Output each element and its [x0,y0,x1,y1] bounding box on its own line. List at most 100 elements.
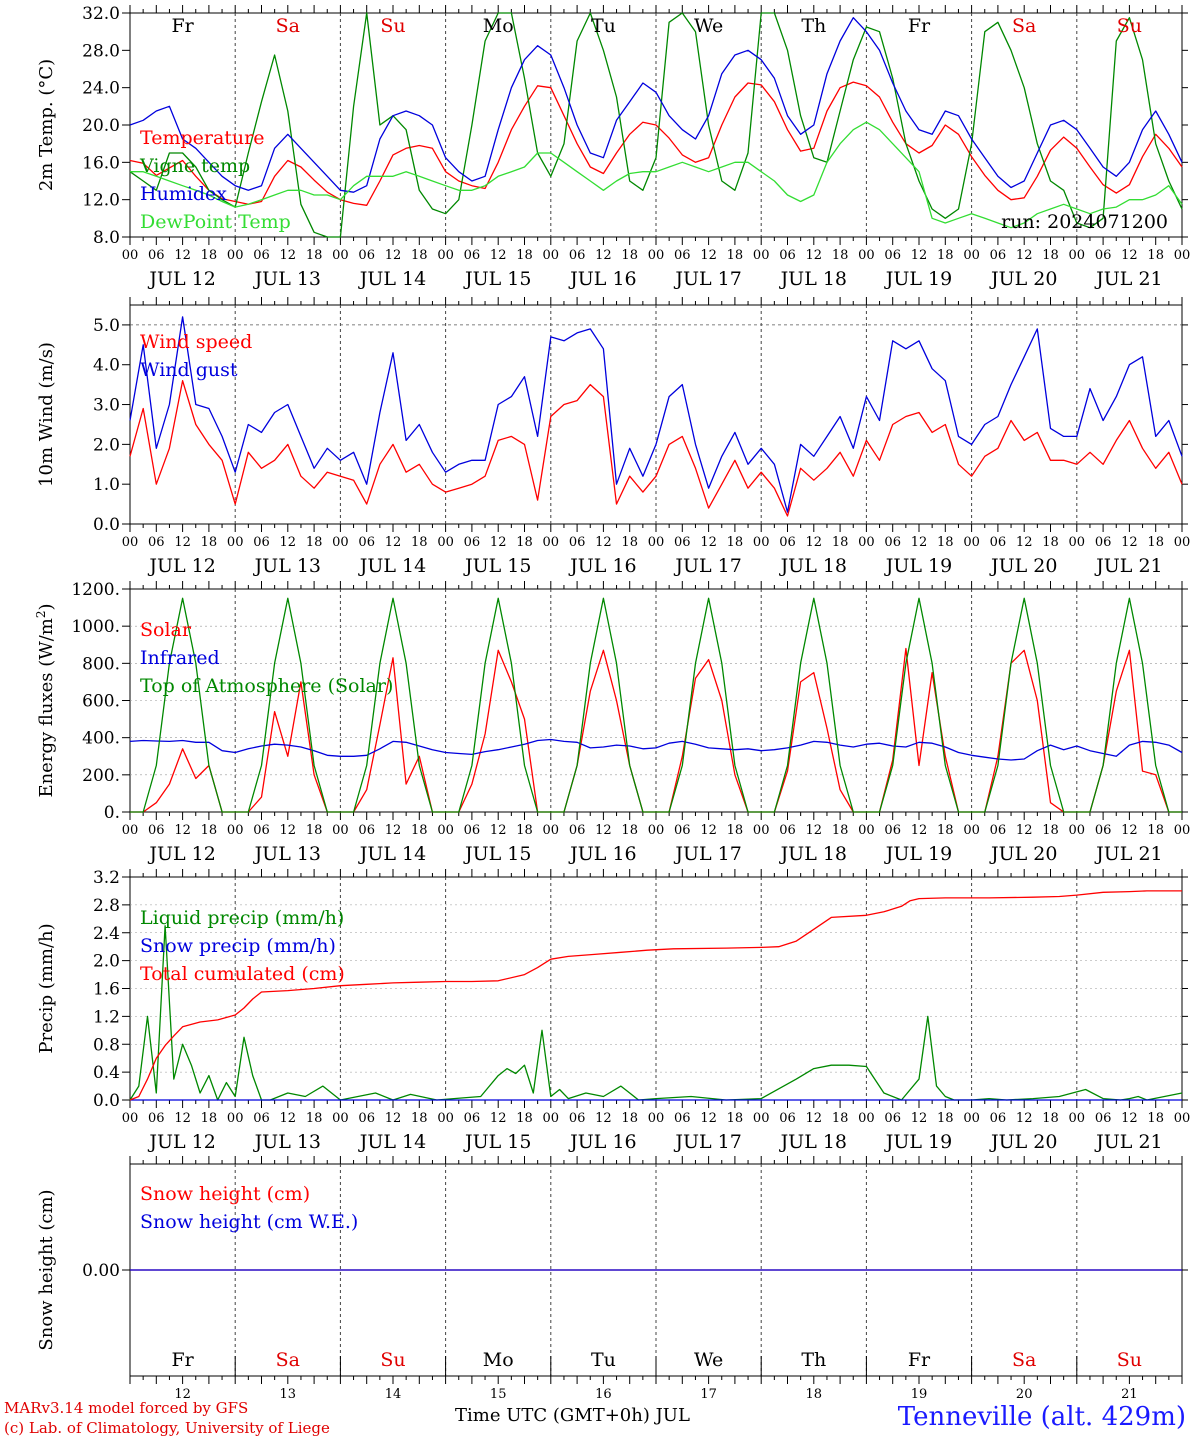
hour-tick-label: 18 [1147,1111,1164,1126]
y-tick-label: 2.4 [93,924,120,944]
hour-tick-label: 18 [832,823,849,838]
y-axis-label: 2m Temp. (°C) [36,59,57,191]
y-tick-label: 1.6 [93,980,120,1000]
date-label: JUL 14 [358,1131,426,1153]
hour-tick-label: 00 [227,248,244,263]
y-axis-label: Snow height (cm) [36,1189,57,1350]
hour-tick-label: 12 [385,248,402,263]
hour-tick-label: 18 [621,248,638,263]
legend-entry: Humidex [140,183,227,205]
hour-tick-label: 18 [727,248,744,263]
y-tick-label: 4.0 [93,356,120,376]
time-axis-title: Time UTC (GMT+0h) JUL [455,1405,690,1426]
hour-tick-label: 12 [385,1111,402,1126]
date-label: JUL 12 [147,268,215,290]
hour-tick-label: 00 [122,248,139,263]
hour-tick-label: 06 [464,1111,481,1126]
date-label: JUL 21 [1094,555,1162,577]
day-number-label: 21 [1121,1387,1138,1402]
day-number-label: 17 [700,1387,717,1402]
hour-tick-label: 12 [280,1111,297,1126]
legend-entry: Infrared [140,647,220,669]
hour-tick-label: 00 [963,248,980,263]
day-number-label: 13 [280,1387,297,1402]
hour-tick-label: 18 [411,535,428,550]
hour-tick-label: 12 [595,823,612,838]
hour-tick-label: 12 [280,823,297,838]
hour-tick-label: 00 [858,823,875,838]
hour-tick-label: 12 [595,1111,612,1126]
hour-tick-label: 12 [700,1111,717,1126]
date-label: JUL 15 [463,555,531,577]
hour-tick-label: 06 [1095,535,1112,550]
date-label: JUL 12 [147,843,215,865]
paren: ) [36,603,57,610]
date-label: JUL 19 [884,555,952,577]
hour-tick-label: 06 [358,823,375,838]
hour-tick-label: 12 [911,823,928,838]
hour-tick-label: 06 [990,1111,1007,1126]
hour-tick-label: 12 [174,823,191,838]
date-label: JUL 17 [673,1131,741,1153]
hour-tick-label: 06 [148,823,165,838]
hour-tick-label: 00 [332,823,349,838]
day-number-label: 16 [595,1387,612,1402]
panel-precip: 0.0 0.4 0.8 1.2 1.6 2.0 2.4 2.8 3.2 Precip (mm/h)… [36,868,1190,1153]
hour-tick-label: 00 [648,1111,665,1126]
date-label: JUL 20 [989,555,1057,577]
superscript: 2 [34,610,48,618]
y-tick-label: 32.0 [82,4,120,24]
legend-entry: Top of Atmosphere (Solar) [140,675,393,697]
hour-tick-label: 00 [648,823,665,838]
legend-entry: Wind gust [140,359,238,381]
weekday-label: Su [1117,15,1142,37]
hour-tick-label: 18 [411,1111,428,1126]
hour-tick-label: 00 [858,1111,875,1126]
hour-tick-label: 00 [963,823,980,838]
hour-tick-label: 06 [253,535,270,550]
hour-tick-label: 06 [569,535,586,550]
hour-tick-label: 06 [884,1111,901,1126]
hour-tick-label: 18 [306,823,323,838]
hour-tick-label: 12 [806,248,823,263]
hour-tick-label: 12 [1016,823,1033,838]
hour-tick-label: 06 [990,823,1007,838]
day-number-label: 19 [911,1387,928,1402]
hour-tick-label: 18 [727,823,744,838]
y-tick-label: 5.0 [93,316,120,336]
hour-tick-label: 18 [516,535,533,550]
hour-tick-label: 18 [1147,535,1164,550]
hour-tick-label: 12 [490,823,507,838]
hour-tick-label: 12 [911,535,928,550]
hour-tick-label: 06 [779,248,796,263]
y-tick-label: 1.2 [93,1007,120,1027]
date-label: JUL 19 [884,268,952,290]
hour-tick-label: 06 [148,1111,165,1126]
hour-tick-label: 00 [1069,1111,1086,1126]
hour-tick-label: 06 [464,823,481,838]
hour-tick-label: 18 [306,248,323,263]
hour-tick-label: 06 [884,248,901,263]
hour-tick-label: 00 [1174,535,1191,550]
date-label: JUL 18 [779,1131,847,1153]
date-label: JUL 21 [1094,843,1162,865]
weekday-label: Sa [276,15,300,37]
hour-tick-label: 00 [227,1111,244,1126]
hour-tick-label: 12 [806,823,823,838]
weekday-label: Th [801,15,826,37]
hour-tick-label: 18 [201,1111,218,1126]
hour-tick-label: 12 [700,248,717,263]
hour-tick-label: 18 [201,823,218,838]
date-label: JUL 12 [147,1131,215,1153]
weekday-label: Fr [171,15,194,37]
hour-tick-label: 06 [253,823,270,838]
series-line-wind-speed [129,380,1183,517]
hour-tick-label: 06 [1095,823,1112,838]
hour-tick-label: 06 [990,248,1007,263]
hour-tick-label: 00 [543,1111,560,1126]
hour-tick-label: 00 [122,535,139,550]
date-label: JUL 18 [779,555,847,577]
date-label: JUL 14 [358,555,426,577]
y-tick-label: 800. [82,654,120,674]
y-axis-label: Precip (mm/h) [36,923,57,1053]
